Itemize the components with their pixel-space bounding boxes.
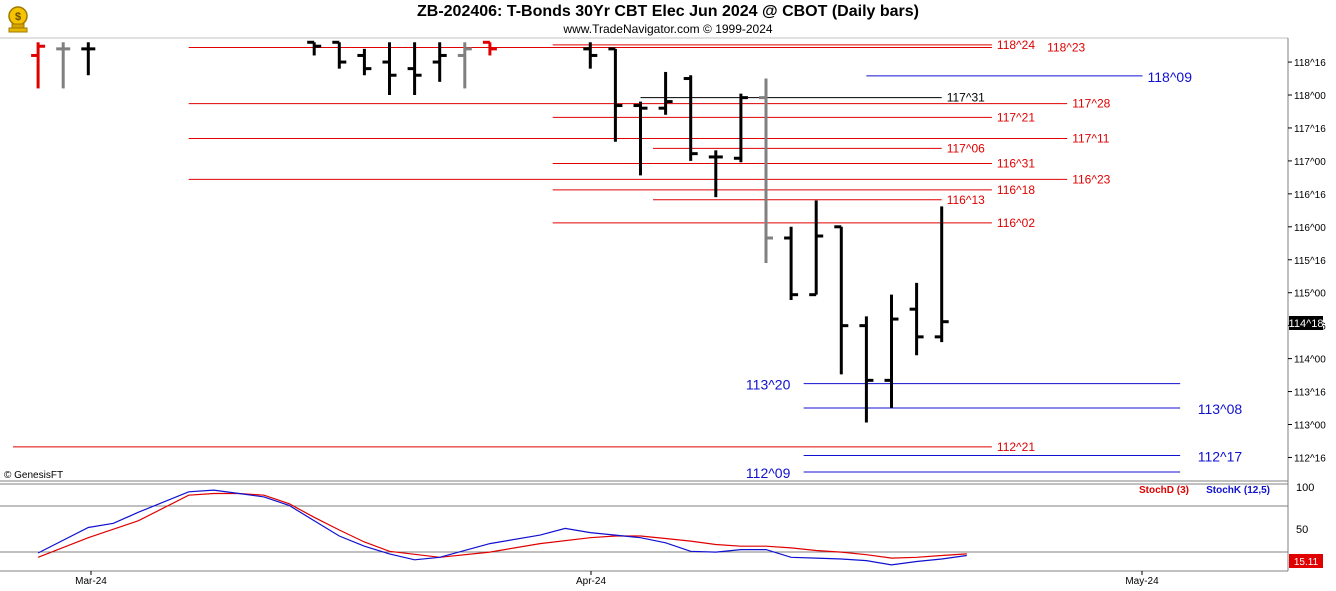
y-tick-label-7: 115^00 bbox=[1294, 289, 1326, 300]
level-label-1: 118^23 bbox=[1047, 41, 1085, 55]
y-tick-label-12: 112^16 bbox=[1294, 453, 1326, 464]
ohlc-bar-23 bbox=[884, 294, 899, 409]
stochastic-legend: StochD (3) StochK (12,5) bbox=[1139, 485, 1270, 496]
ohlc-bar-10 bbox=[482, 40, 497, 56]
ohlc-bar-5 bbox=[357, 48, 372, 76]
x-tick-may: May-24 bbox=[1125, 576, 1159, 587]
y-tick-label-9: 114^00 bbox=[1294, 355, 1326, 366]
chart-header: $ ZB-202406: T-Bonds 30Yr CBT Elec Jun 2… bbox=[0, 0, 1336, 38]
stoch-tick-100: 100 bbox=[1296, 482, 1314, 494]
ohlc-bar-1 bbox=[56, 42, 71, 89]
ohlc-bar-8 bbox=[432, 42, 447, 82]
last-price-label: 114^18 bbox=[1289, 318, 1324, 330]
level-label-10: 116^18 bbox=[997, 183, 1035, 197]
level-label-4: 117^28 bbox=[1072, 97, 1110, 111]
ohlc-bar-3 bbox=[307, 40, 322, 56]
ohlc-bar-17 bbox=[733, 93, 748, 163]
ohlc-bar-16 bbox=[708, 150, 723, 198]
level-label-8: 116^31 bbox=[997, 157, 1035, 171]
level-label-5: 117^21 bbox=[997, 110, 1035, 124]
ohlc-bar-22 bbox=[859, 316, 874, 423]
chart-subtitle: www.TradeNavigator.com © 1999-2024 bbox=[563, 22, 773, 36]
level-label-3: 117^31 bbox=[947, 91, 985, 105]
y-tick-label-6: 115^16 bbox=[1294, 256, 1326, 267]
svg-text:$: $ bbox=[15, 11, 21, 23]
y-tick-label-10: 113^16 bbox=[1294, 388, 1326, 399]
stoch-line-0 bbox=[37, 492, 967, 559]
ohlc-bar-20 bbox=[809, 200, 824, 297]
ohlc-bar-6 bbox=[382, 42, 397, 95]
ohlc-bar-18 bbox=[759, 78, 773, 264]
ohlc-bar-9 bbox=[457, 42, 472, 89]
level-label-15: 112^21 bbox=[997, 440, 1035, 454]
level-label-2: 118^09 bbox=[1148, 69, 1193, 85]
ohlc-bar-19 bbox=[784, 226, 799, 300]
stoch-last-value: 15.11 bbox=[1294, 557, 1319, 568]
legend-stochk: StochK (12,5) bbox=[1206, 485, 1270, 496]
level-label-0: 118^24 bbox=[997, 38, 1035, 52]
x-tick-mar: Mar-24 bbox=[75, 576, 107, 587]
level-label-7: 117^06 bbox=[947, 141, 985, 155]
ohlc-bar-12 bbox=[608, 47, 623, 142]
ohlc-bar-13 bbox=[633, 101, 648, 176]
level-label-9: 116^23 bbox=[1072, 172, 1110, 186]
y-tick-label-3: 117^00 bbox=[1294, 157, 1326, 168]
y-tick-label-1: 118^00 bbox=[1294, 91, 1326, 102]
ohlc-bar-24 bbox=[909, 282, 924, 356]
stoch-tick-50: 50 bbox=[1296, 524, 1308, 536]
ohlc-bar-25 bbox=[934, 206, 949, 343]
ohlc-bar-21 bbox=[834, 225, 849, 375]
level-label-14: 113^08 bbox=[1198, 401, 1243, 417]
logo-icon: $ bbox=[8, 6, 28, 33]
stoch-line-1 bbox=[37, 489, 967, 566]
ohlc-bar-15 bbox=[683, 75, 698, 161]
ohlc-bar-2 bbox=[81, 42, 96, 76]
ohlc-bar-4 bbox=[332, 40, 347, 69]
price-panel-frame bbox=[0, 37, 1289, 571]
stochastic-y-axis: 100 50 15.11 bbox=[1289, 482, 1323, 568]
level-label-12: 116^02 bbox=[997, 216, 1035, 230]
price-y-axis: 118^16 118^00 117^16 117^00 116^16 116^00 115^… bbox=[1288, 58, 1326, 464]
y-tick-label-0: 118^16 bbox=[1294, 58, 1326, 69]
legend-stochd: StochD (3) bbox=[1139, 485, 1189, 496]
stochastic-panel-frame bbox=[0, 483, 1288, 572]
date-x-axis: Mar-24 Apr-24 May-24 bbox=[75, 571, 1159, 587]
last-price-marker: 114^18 bbox=[1289, 316, 1324, 330]
trade-navigator-logo[interactable]: $ bbox=[2, 2, 34, 34]
y-tick-label-5: 116^00 bbox=[1294, 223, 1326, 234]
ohlc-bar-7 bbox=[407, 42, 422, 95]
price-levels-layer: 118^24 118^23 118^09 117^31 117^28 117^21 117^… bbox=[13, 38, 1242, 481]
ohlc-bar-14 bbox=[658, 71, 673, 115]
ohlc-bar-11 bbox=[583, 42, 598, 69]
chart-title: ZB-202406: T-Bonds 30Yr CBT Elec Jun 202… bbox=[417, 3, 919, 20]
level-label-13: 113^20 bbox=[746, 377, 791, 393]
level-label-11: 116^13 bbox=[947, 193, 985, 207]
y-tick-label-2: 117^16 bbox=[1294, 124, 1326, 135]
y-tick-label-11: 113^00 bbox=[1294, 421, 1326, 432]
level-label-16: 112^17 bbox=[1198, 448, 1243, 464]
y-tick-label-4: 116^16 bbox=[1294, 190, 1326, 201]
level-label-6: 117^11 bbox=[1072, 131, 1110, 145]
x-tick-apr: Apr-24 bbox=[576, 576, 606, 587]
ohlc-bar-0 bbox=[31, 42, 46, 89]
stochastic-lines-layer bbox=[37, 489, 967, 566]
level-label-17: 112^09 bbox=[746, 465, 791, 481]
copyright-note: © GenesisFT bbox=[4, 470, 63, 481]
ohlc-bars-layer bbox=[31, 40, 949, 423]
